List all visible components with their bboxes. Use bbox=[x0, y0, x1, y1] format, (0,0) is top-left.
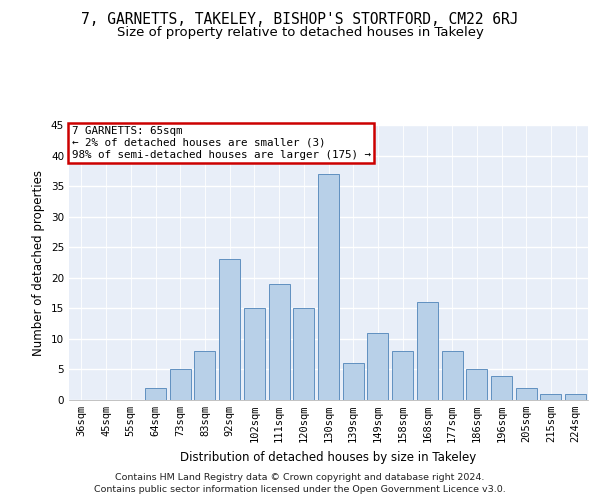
Bar bbox=[194, 351, 215, 400]
X-axis label: Distribution of detached houses by size in Takeley: Distribution of detached houses by size … bbox=[181, 450, 476, 464]
Bar bbox=[219, 260, 240, 400]
Text: 7 GARNETTS: 65sqm
← 2% of detached houses are smaller (3)
98% of semi-detached h: 7 GARNETTS: 65sqm ← 2% of detached house… bbox=[71, 126, 371, 160]
Text: 7, GARNETTS, TAKELEY, BISHOP'S STORTFORD, CM22 6RJ: 7, GARNETTS, TAKELEY, BISHOP'S STORTFORD… bbox=[81, 12, 519, 28]
Bar bbox=[442, 351, 463, 400]
Y-axis label: Number of detached properties: Number of detached properties bbox=[32, 170, 46, 356]
Bar bbox=[318, 174, 339, 400]
Bar bbox=[516, 388, 537, 400]
Bar bbox=[541, 394, 562, 400]
Bar bbox=[367, 333, 388, 400]
Bar bbox=[269, 284, 290, 400]
Bar bbox=[293, 308, 314, 400]
Text: Contains public sector information licensed under the Open Government Licence v3: Contains public sector information licen… bbox=[94, 485, 506, 494]
Bar bbox=[417, 302, 438, 400]
Bar bbox=[244, 308, 265, 400]
Bar bbox=[466, 370, 487, 400]
Bar bbox=[491, 376, 512, 400]
Text: Size of property relative to detached houses in Takeley: Size of property relative to detached ho… bbox=[116, 26, 484, 39]
Bar bbox=[565, 394, 586, 400]
Text: Contains HM Land Registry data © Crown copyright and database right 2024.: Contains HM Land Registry data © Crown c… bbox=[115, 472, 485, 482]
Bar bbox=[145, 388, 166, 400]
Bar bbox=[392, 351, 413, 400]
Bar bbox=[343, 364, 364, 400]
Bar bbox=[170, 370, 191, 400]
